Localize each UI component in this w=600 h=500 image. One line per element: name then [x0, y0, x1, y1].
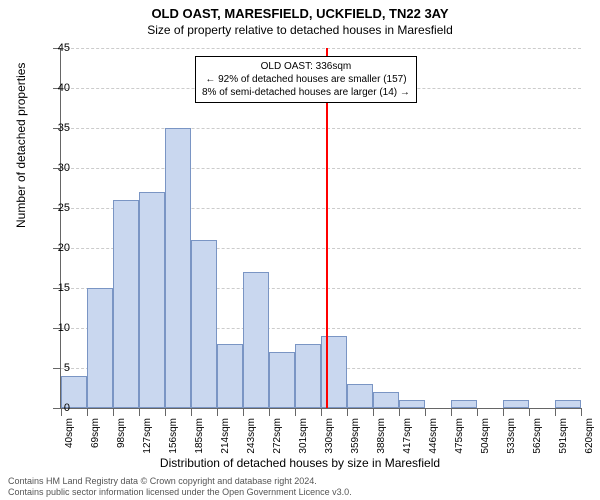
- x-tick-label: 330sqm: [324, 418, 335, 454]
- y-tick-label: 5: [46, 362, 70, 374]
- x-axis-label: Distribution of detached houses by size …: [0, 456, 600, 470]
- y-tick-label: 20: [46, 242, 70, 254]
- x-tick: [269, 408, 270, 416]
- x-tick-label: 272sqm: [272, 418, 283, 454]
- annotation-box: OLD OAST: 336sqm← 92% of detached houses…: [195, 56, 417, 103]
- x-tick-label: 359sqm: [350, 418, 361, 454]
- x-tick: [425, 408, 426, 416]
- x-tick-label: 69sqm: [90, 418, 101, 448]
- y-tick-label: 40: [46, 82, 70, 94]
- grid-line: [61, 168, 581, 169]
- annotation-line: 8% of semi-detached houses are larger (1…: [202, 86, 410, 99]
- x-tick-label: 504sqm: [480, 418, 491, 454]
- x-tick-label: 388sqm: [376, 418, 387, 454]
- chart-footer: Contains HM Land Registry data © Crown c…: [8, 476, 592, 498]
- x-tick-label: 417sqm: [402, 418, 413, 454]
- histogram-bar: [139, 192, 165, 408]
- x-tick: [503, 408, 504, 416]
- x-tick-label: 475sqm: [454, 418, 465, 454]
- x-tick-label: 127sqm: [142, 418, 153, 454]
- y-tick-label: 35: [46, 122, 70, 134]
- x-tick: [191, 408, 192, 416]
- x-tick: [555, 408, 556, 416]
- footer-line-1: Contains HM Land Registry data © Crown c…: [8, 476, 592, 487]
- footer-line-2: Contains public sector information licen…: [8, 487, 592, 498]
- x-tick: [113, 408, 114, 416]
- x-tick: [243, 408, 244, 416]
- x-tick: [321, 408, 322, 416]
- histogram-bar: [87, 288, 113, 408]
- histogram-bar: [503, 400, 529, 408]
- y-tick-label: 15: [46, 282, 70, 294]
- histogram-bar: [373, 392, 399, 408]
- x-tick-label: 446sqm: [428, 418, 439, 454]
- histogram-bar: [295, 344, 321, 408]
- x-tick: [347, 408, 348, 416]
- x-tick: [581, 408, 582, 416]
- y-tick-label: 0: [46, 402, 70, 414]
- x-tick: [139, 408, 140, 416]
- x-tick: [87, 408, 88, 416]
- histogram-bar: [451, 400, 477, 408]
- x-tick: [477, 408, 478, 416]
- chart-subtitle: Size of property relative to detached ho…: [0, 21, 600, 37]
- histogram-bar: [321, 336, 347, 408]
- histogram-bar: [113, 200, 139, 408]
- grid-line: [61, 48, 581, 49]
- x-tick-label: 243sqm: [246, 418, 257, 454]
- y-tick-label: 30: [46, 162, 70, 174]
- histogram-bar: [191, 240, 217, 408]
- property-size-chart: OLD OAST, MARESFIELD, UCKFIELD, TN22 3AY…: [0, 0, 600, 500]
- x-tick-label: 620sqm: [584, 418, 595, 454]
- x-tick-label: 214sqm: [220, 418, 231, 454]
- x-tick: [373, 408, 374, 416]
- histogram-bar: [217, 344, 243, 408]
- x-tick-label: 591sqm: [558, 418, 569, 454]
- annotation-line: ← 92% of detached houses are smaller (15…: [202, 73, 410, 86]
- histogram-bar: [555, 400, 581, 408]
- x-tick: [529, 408, 530, 416]
- x-tick-label: 98sqm: [116, 418, 127, 448]
- x-tick: [165, 408, 166, 416]
- x-tick: [295, 408, 296, 416]
- x-tick-label: 562sqm: [532, 418, 543, 454]
- x-tick: [399, 408, 400, 416]
- x-tick: [217, 408, 218, 416]
- histogram-bar: [399, 400, 425, 408]
- grid-line: [61, 128, 581, 129]
- y-axis-label: Number of detached properties: [14, 63, 28, 228]
- x-tick: [451, 408, 452, 416]
- x-tick-label: 301sqm: [298, 418, 309, 454]
- histogram-bar: [165, 128, 191, 408]
- histogram-bar: [269, 352, 295, 408]
- x-tick-label: 40sqm: [64, 418, 75, 448]
- y-tick-label: 25: [46, 202, 70, 214]
- histogram-bar: [347, 384, 373, 408]
- histogram-bar: [243, 272, 269, 408]
- annotation-line: OLD OAST: 336sqm: [202, 60, 410, 73]
- y-tick-label: 10: [46, 322, 70, 334]
- x-tick-label: 156sqm: [168, 418, 179, 454]
- x-tick-label: 533sqm: [506, 418, 517, 454]
- chart-title: OLD OAST, MARESFIELD, UCKFIELD, TN22 3AY: [0, 0, 600, 21]
- x-tick-label: 185sqm: [194, 418, 205, 454]
- y-tick-label: 45: [46, 42, 70, 54]
